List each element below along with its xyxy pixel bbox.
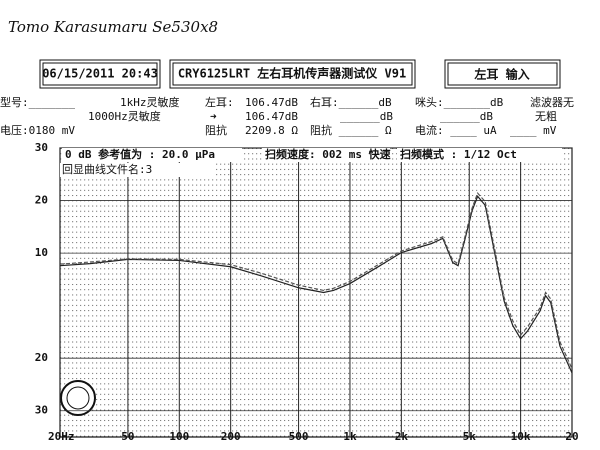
info-text: 2209.8 Ω <box>245 124 298 137</box>
x-tick-label: 5k <box>463 430 477 443</box>
mode: 左耳 输入 <box>473 67 529 82</box>
series-line <box>59 195 573 374</box>
info-text: ______dB <box>340 110 393 123</box>
info-text: 电流: ____ uA <box>415 123 497 137</box>
y-tick-label: 20 <box>35 194 48 207</box>
instrument: CRY6125LRT 左右耳机传声器测试仪 V91 <box>178 66 406 81</box>
annotation: 0 dB 参考值为 : 20.0 μPa <box>65 147 215 161</box>
handwritten-title: Tomo Karasumaru Se530x8 <box>8 18 218 36</box>
info-text: 咪头:_______dB <box>415 96 504 109</box>
x-tick-label: 20 <box>565 430 578 443</box>
datetime-box-inner <box>42 62 158 86</box>
annotation: 扫频速度: 002 ms 快速 <box>265 147 391 161</box>
series-line <box>59 192 573 369</box>
info-text: 滤波器无 <box>530 96 574 109</box>
info-text: 106.47dB <box>245 110 298 123</box>
annotation-bg <box>397 148 562 162</box>
info-text: ➜ <box>210 110 217 123</box>
info-text: 106.47dB <box>245 96 298 109</box>
annotation-bg <box>62 148 242 162</box>
info-text: 1000Hz灵敏度 <box>88 109 161 123</box>
annotation-bg <box>60 163 215 177</box>
minor-grid <box>60 148 572 437</box>
logo <box>60 380 96 416</box>
info-text: ______dB <box>440 110 493 123</box>
instrument-box <box>169 59 416 89</box>
info-text: 右耳:______dB <box>310 95 392 109</box>
info-text: 型号:_______ <box>0 95 75 109</box>
annotation: 回显曲线文件名:3 <box>62 162 152 176</box>
info-text: 1kHz灵敏度 <box>120 95 180 109</box>
info-text: 电压:0180 mV <box>0 124 75 137</box>
annotation: 扫频模式 : 1/12 Oct <box>400 147 517 161</box>
info-text: 左耳: <box>205 96 234 109</box>
instrument-box-inner <box>172 62 413 86</box>
y-tick-label: 20 <box>35 351 48 364</box>
annotation-bg <box>262 148 390 162</box>
info-text: 阻抗 ______ Ω <box>310 123 392 137</box>
x-tick-label: 1k <box>343 430 357 443</box>
mode-box <box>444 59 561 89</box>
x-tick-label: 200 <box>221 430 241 443</box>
x-tick-label: 500 <box>289 430 309 443</box>
x-tick-label: 2k <box>395 430 409 443</box>
x-tick-label: 10k <box>511 430 531 443</box>
logo-inner <box>66 386 90 410</box>
mode-box-inner <box>447 62 558 86</box>
info-text: ____ mV <box>510 124 557 137</box>
datetime: 06/15/2011 20:43 <box>42 67 158 81</box>
y-tick-label: 30 <box>35 404 48 417</box>
datetime-box <box>39 59 161 89</box>
info-text: 阻抗 <box>205 123 227 137</box>
y-tick-label: 10 <box>35 246 48 259</box>
info-text: 无粗 <box>535 110 557 123</box>
x-tick-label: 50 <box>121 430 134 443</box>
x-tick-label: 100 <box>169 430 189 443</box>
y-tick-label: 30 <box>35 141 48 154</box>
x-tick-label: 20Hz <box>48 430 75 443</box>
